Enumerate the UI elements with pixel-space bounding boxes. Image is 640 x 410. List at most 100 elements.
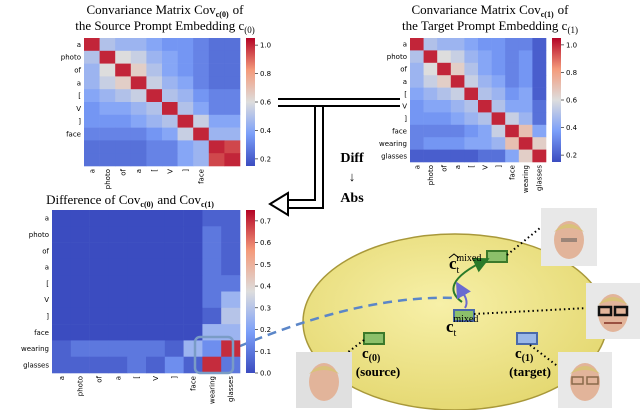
target-cell: [478, 50, 492, 63]
difference-cell: [108, 357, 127, 374]
target-cell: [451, 38, 465, 51]
target-cell: [492, 150, 506, 163]
difference-cell: [90, 324, 109, 341]
source-cell: [100, 128, 116, 141]
difference-cell: [165, 324, 184, 341]
colorbar-label: 0.2: [566, 152, 577, 160]
target-cell: [492, 50, 506, 63]
target-cell: [519, 50, 533, 63]
source-cell: [162, 140, 178, 153]
target-cell: [492, 38, 506, 51]
difference-cell: [146, 259, 165, 276]
target-cell: [532, 75, 546, 88]
target-cell: [410, 88, 424, 101]
row-label: V: [44, 296, 49, 304]
target-cell: [519, 88, 533, 101]
colorbar-label: 0.6: [566, 97, 578, 105]
colorbar-label: 0.3: [260, 304, 271, 312]
source-cell: [84, 38, 100, 51]
target-cell: [464, 50, 478, 63]
colorbar-label: 1.0: [566, 41, 577, 49]
row-label: face: [66, 131, 81, 139]
target-cell: [478, 38, 492, 51]
difference-cell: [146, 210, 165, 227]
source-cell: [224, 153, 240, 166]
difference-cell: [202, 340, 221, 357]
source-cell: [193, 89, 209, 102]
difference-cell: [146, 308, 165, 325]
source-cell: [209, 153, 225, 166]
difference-cell: [108, 210, 127, 227]
target-cell: [424, 50, 438, 63]
source-cell: [209, 102, 225, 115]
source-cell: [115, 38, 131, 51]
source-cell: [100, 89, 116, 102]
source-cell: [84, 128, 100, 141]
row-label: photo: [387, 53, 407, 61]
source-cell: [100, 64, 116, 77]
target-cell: [437, 38, 451, 51]
difference-cell: [52, 292, 71, 309]
source-cell: [162, 102, 178, 115]
target-cell: [492, 125, 506, 138]
target-cell: [532, 50, 546, 63]
target-cell: [437, 100, 451, 113]
difference-cell: [165, 275, 184, 292]
source-cell: [162, 115, 178, 128]
difference-cell: [146, 357, 165, 374]
difference-cell: [127, 340, 146, 357]
target-cell: [410, 100, 424, 113]
source-cell: [131, 64, 147, 77]
target-cell: [478, 63, 492, 76]
target-cell: [505, 112, 519, 125]
difference-cell: [127, 210, 146, 227]
op-top: Diff: [340, 151, 364, 166]
difference-cell: [202, 292, 221, 309]
source-cell: [224, 128, 240, 141]
difference-colorbar: [246, 210, 255, 373]
difference-cell: [90, 226, 109, 243]
source-cell: [209, 51, 225, 64]
col-label: [: [151, 169, 159, 172]
target-cell: [410, 137, 424, 150]
difference-cell: [127, 226, 146, 243]
row-label: glasses: [381, 152, 407, 160]
target-cell: [519, 125, 533, 138]
col-label: a: [454, 165, 462, 169]
target-cell: [424, 75, 438, 88]
source-cell: [84, 102, 100, 115]
source-cell: [162, 76, 178, 89]
difference-cell: [127, 324, 146, 341]
target-cell: [410, 63, 424, 76]
target-cell: [505, 63, 519, 76]
target-cell: [492, 75, 506, 88]
target-cell: [505, 88, 519, 101]
source-cell: [146, 128, 162, 141]
target-cell: [464, 112, 478, 125]
col-label: a: [88, 169, 96, 173]
source-cell: [193, 76, 209, 89]
source-cell: [178, 115, 194, 128]
target-cell: [464, 137, 478, 150]
target-cell: [437, 50, 451, 63]
source-cell: [162, 64, 178, 77]
source-cell: [209, 140, 225, 153]
source-cell: [115, 102, 131, 115]
col-label: glasses: [227, 376, 235, 402]
colorbar-label: 1.0: [260, 42, 271, 50]
colorbar-label: 0.8: [566, 69, 577, 77]
colorbar-label: 0.2: [260, 155, 271, 163]
source-cell: [100, 153, 116, 166]
row-label: a: [77, 41, 81, 49]
target-cell: [410, 150, 424, 163]
target-cell: [410, 75, 424, 88]
source-cell: [224, 76, 240, 89]
difference-cell: [184, 275, 203, 292]
target-title: Convariance Matrix Covc(1)of: [412, 2, 570, 19]
difference-cell: [71, 226, 90, 243]
source-cell: [84, 51, 100, 64]
source-cell: [115, 153, 131, 166]
source-cell: [131, 128, 147, 141]
difference-cell: [221, 292, 240, 309]
source-cell: [131, 115, 147, 128]
